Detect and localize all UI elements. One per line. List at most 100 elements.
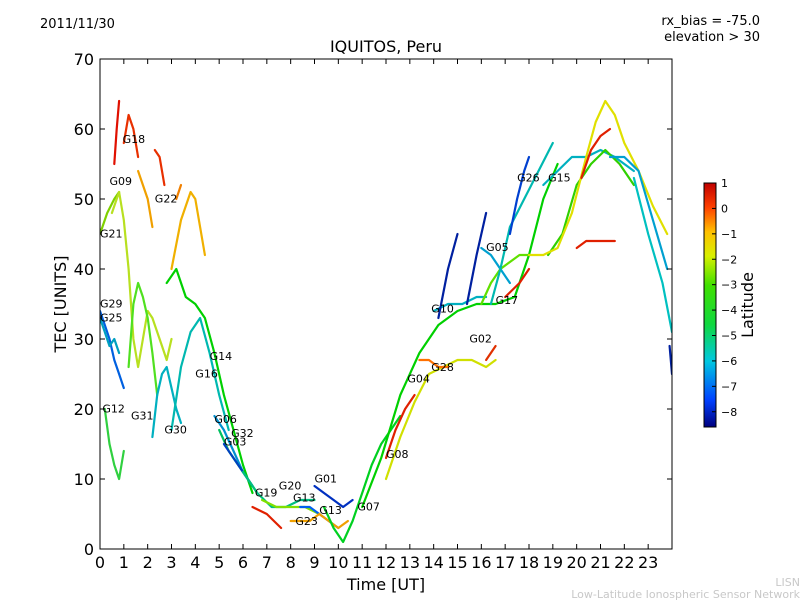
y-tick-label: 10 — [74, 470, 94, 489]
satellite-label-g25: G25 — [100, 312, 123, 325]
satellite-label-g28: G28 — [431, 361, 454, 374]
series-g09-1 — [110, 190, 173, 369]
footer-network: Low-Latitude Ionospheric Sensor Network — [571, 588, 800, 601]
series-g29-8 — [100, 309, 125, 390]
series-g31-11 — [127, 281, 159, 397]
satellite-label-g29: G29 — [100, 298, 123, 311]
series-g21-0 — [100, 190, 121, 236]
series-g15-41 — [608, 155, 669, 271]
footer-lisn: LISN — [775, 576, 800, 589]
x-tick-label: 13 — [400, 553, 420, 572]
x-tick-label: 16 — [471, 553, 491, 572]
series-g22-6 — [175, 183, 183, 201]
satellite-label-g32: G32 — [231, 427, 254, 440]
series-g28-28 — [485, 344, 497, 362]
y-tick-label: 0 — [84, 540, 94, 559]
satellite-label-g21: G21 — [100, 228, 123, 241]
satellite-label-g03: G03 — [224, 435, 247, 448]
satellite-label-g23: G23 — [295, 515, 318, 528]
x-tick-label: 10 — [328, 553, 348, 572]
colorbar-tick-label: −7 — [721, 380, 737, 393]
series-g05-34 — [489, 141, 554, 306]
series-g26-37 — [465, 211, 488, 306]
x-tick-label: 7 — [262, 553, 272, 572]
series-g01-23 — [313, 484, 354, 509]
colorbar-tick-label: −1 — [721, 228, 737, 241]
y-tick-label: 20 — [74, 400, 94, 419]
satellite-label-g13: G13 — [293, 491, 316, 504]
satellite-label-g14: G14 — [210, 350, 233, 363]
series-g04-26 — [384, 358, 497, 481]
plot-frame — [99, 58, 673, 550]
satellite-label-g05: G05 — [486, 241, 509, 254]
x-tick-label: 19 — [543, 553, 563, 572]
y-axis: 0 10 20 30 40 50 60 70 — [74, 50, 672, 559]
x-tick-label: 21 — [590, 553, 610, 572]
y-tick-label: 70 — [74, 50, 94, 69]
y-tick-label: 60 — [74, 120, 94, 139]
series-g26-35 — [508, 155, 531, 236]
series-g30-12 — [151, 365, 183, 439]
x-tick-label: 2 — [143, 553, 153, 572]
x-tick-label: 1 — [119, 553, 129, 572]
series-g16-13 — [170, 316, 230, 432]
satellite-label-g20: G20 — [279, 480, 302, 493]
series-layer — [100, 99, 672, 544]
satellite-label-g09: G09 — [110, 175, 133, 188]
series-g08-25 — [384, 393, 416, 460]
y-tick-label: 30 — [74, 330, 94, 349]
x-tick-label: 22 — [614, 553, 634, 572]
y-axis-label: TEC [UNITS] — [51, 256, 70, 354]
satellite-label-g08: G08 — [386, 448, 409, 461]
colorbar — [703, 182, 717, 428]
satellite-label-g12: G12 — [102, 403, 125, 416]
x-tick-label: 9 — [309, 553, 319, 572]
x-tick-label: 15 — [447, 553, 467, 572]
satellite-label-g18: G18 — [123, 133, 146, 146]
colorbar-tick-label: −6 — [721, 355, 737, 368]
x-axis-label: Time [UT] — [346, 575, 425, 594]
satellite-label-g15: G15 — [548, 172, 571, 185]
series-g18-2 — [113, 99, 121, 166]
x-tick-label: 14 — [423, 553, 443, 572]
satellite-label-g17: G17 — [496, 294, 519, 307]
x-tick-label: 17 — [495, 553, 515, 572]
satellite-label-g31: G31 — [131, 410, 154, 423]
x-tick-label: 8 — [286, 553, 296, 572]
x-tick-label: 4 — [190, 553, 200, 572]
series-g04-27 — [418, 358, 450, 369]
colorbar-label: Latitude — [738, 272, 757, 338]
chart-title: IQUITOS, Peru — [329, 37, 443, 56]
series-g26-36 — [437, 232, 459, 320]
satellite-label-g26: G26 — [517, 172, 540, 185]
x-axis: 0 1 2 3 4 5 6 7 8 9 10 11 12 13 14 15 16 17 18 19 20 21 22 23 — [95, 59, 658, 572]
colorbar-tick-label: 1 — [721, 177, 728, 190]
satellite-label-g22: G22 — [155, 193, 178, 206]
colorbar-tick-label: 0 — [721, 202, 728, 215]
elevation-label: elevation > 30 — [664, 30, 760, 45]
series-g15-42 — [632, 176, 672, 334]
satellite-label-g07: G07 — [357, 501, 380, 514]
y-tick-label: 50 — [74, 190, 94, 209]
x-tick-label: 23 — [638, 553, 658, 572]
colorbar-ticks: 1 0 −1 −2 −3 −4 −5 −6 −7 −8 — [712, 177, 737, 419]
satellite-label-g01: G01 — [315, 473, 338, 486]
satellite-label-g02: G02 — [469, 333, 492, 346]
satellite-label-g13: G13 — [319, 504, 342, 517]
x-tick-label: 20 — [566, 553, 586, 572]
colorbar-tick-label: −8 — [721, 406, 737, 419]
series-g02-30 — [432, 295, 488, 313]
x-tick-label: 12 — [376, 553, 396, 572]
series-g18-3 — [122, 113, 140, 159]
series-g15-38 — [542, 148, 636, 187]
series-g20-19 — [261, 498, 321, 516]
x-tick-label: 5 — [214, 553, 224, 572]
satellite-label-g30: G30 — [164, 424, 187, 437]
colorbar-tick-label: −3 — [721, 279, 737, 292]
satellite-label-g06: G06 — [214, 413, 237, 426]
series-g05-33 — [480, 246, 511, 285]
date-label: 2011/11/30 — [40, 17, 115, 32]
series-g15-44 — [580, 127, 612, 180]
